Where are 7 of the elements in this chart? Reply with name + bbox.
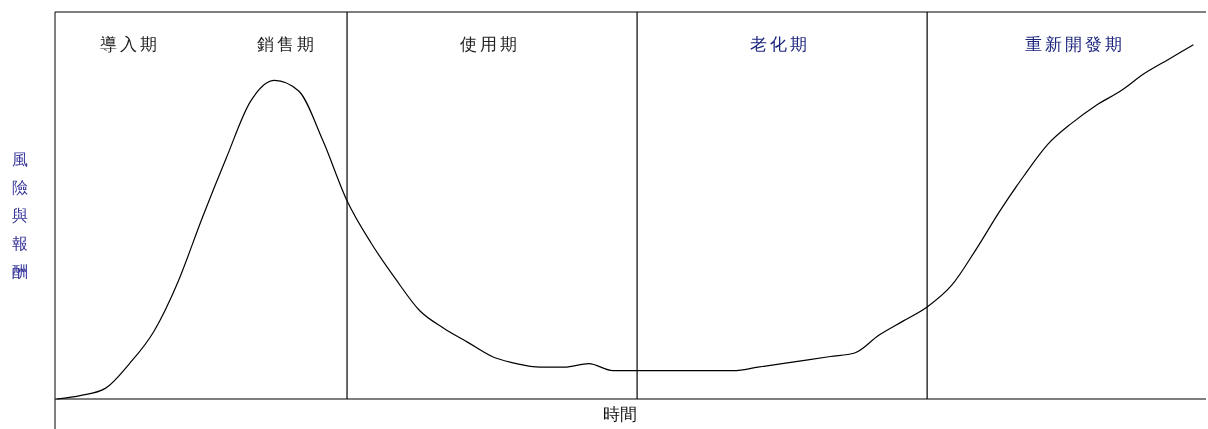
annotation: 導入期 <box>100 34 160 54</box>
x-axis-title: 時間 <box>603 404 637 424</box>
annotation: 銷售期 <box>257 34 317 54</box>
y-axis-title: 風險與報酬 <box>12 150 28 281</box>
annotation: 使用期 <box>460 34 520 54</box>
annotation: 重新開發期 <box>1025 34 1125 54</box>
annotation: 老化期 <box>750 34 810 54</box>
